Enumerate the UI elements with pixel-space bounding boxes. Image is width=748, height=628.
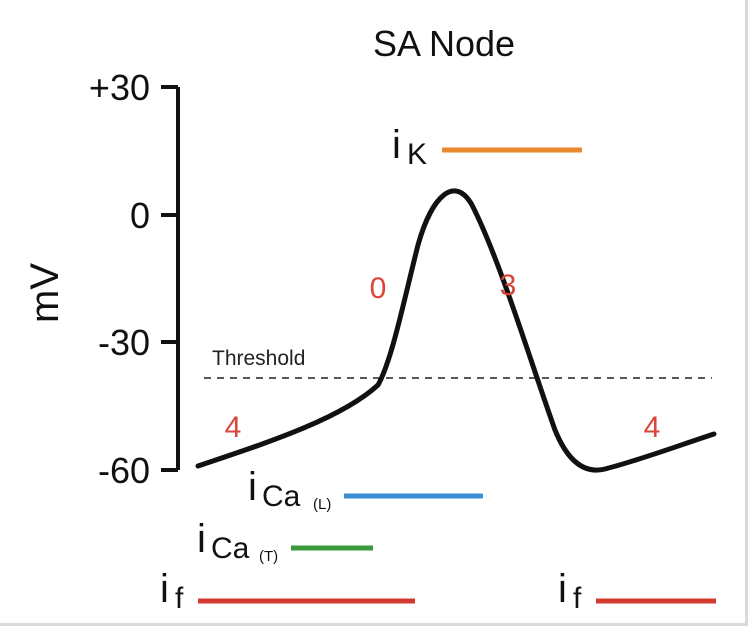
svg-text:i: i	[392, 123, 401, 167]
action-potential-trace	[195, 188, 717, 473]
svg-text:i: i	[558, 567, 567, 611]
current-if-left-label: i f	[160, 567, 184, 615]
svg-text:i: i	[160, 567, 169, 611]
y-tick-label: 0	[130, 195, 150, 236]
svg-text:Ca: Ca	[211, 532, 250, 565]
y-axis-title: mV	[23, 263, 67, 323]
current-if-right-label: i f	[558, 567, 582, 615]
svg-text:Ca: Ca	[262, 480, 301, 513]
current-ica-l-label: i Ca (L)	[248, 465, 331, 513]
current-ica-t-label: i Ca (T)	[197, 517, 278, 565]
svg-text:i: i	[248, 465, 257, 509]
phase-label-4-right: 4	[644, 411, 661, 444]
svg-text:f: f	[175, 582, 184, 615]
figure-title: SA Node	[373, 23, 515, 64]
y-tick-label: -30	[98, 322, 150, 363]
current-ik-label: i K	[392, 123, 427, 171]
svg-text:i: i	[197, 517, 206, 561]
svg-text:(L): (L)	[313, 496, 331, 513]
svg-text:f: f	[573, 582, 582, 615]
y-tick-label: -60	[98, 450, 150, 491]
phase-label-4-left: 4	[225, 411, 242, 444]
y-tick-label: +30	[89, 67, 150, 108]
threshold-label: Threshold	[212, 347, 305, 370]
phase-label-0: 0	[370, 272, 387, 305]
svg-text:K: K	[407, 138, 427, 171]
svg-text:(T): (T)	[259, 548, 278, 565]
phase-label-3: 3	[500, 269, 517, 302]
